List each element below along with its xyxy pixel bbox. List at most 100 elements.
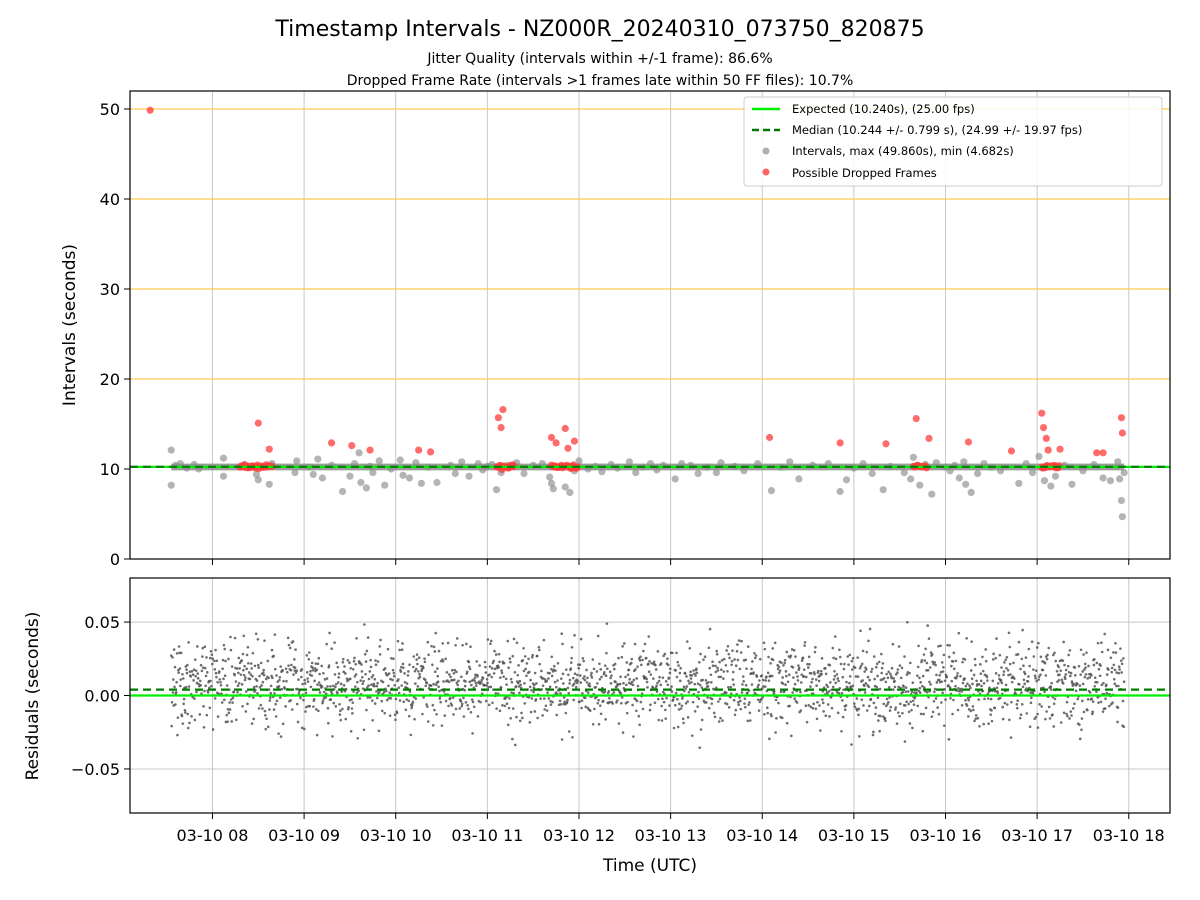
residual-point xyxy=(767,655,770,659)
residual-point xyxy=(286,636,290,640)
residual-point xyxy=(1039,655,1043,659)
residual-point xyxy=(752,671,755,674)
residual-point xyxy=(938,673,942,677)
residual-point xyxy=(1088,676,1092,679)
residual-point xyxy=(508,657,512,660)
residual-point xyxy=(1116,706,1120,709)
residual-point xyxy=(263,639,266,642)
residual-point xyxy=(436,674,440,678)
residual-point xyxy=(513,670,517,674)
dropped-frame-point xyxy=(964,438,973,446)
residual-point xyxy=(332,684,335,688)
residual-point xyxy=(462,715,466,718)
residual-point xyxy=(685,640,689,643)
residual-point xyxy=(906,620,909,624)
residual-point xyxy=(249,673,253,676)
residual-point xyxy=(845,680,848,684)
interval-point xyxy=(900,469,908,477)
residual-point xyxy=(983,697,986,701)
residual-point xyxy=(1117,665,1121,669)
residual-point xyxy=(620,696,624,699)
residual-point xyxy=(536,716,539,720)
residual-point xyxy=(862,704,865,707)
interval-point xyxy=(1106,477,1115,485)
residual-point xyxy=(1078,684,1082,687)
residual-point xyxy=(348,661,351,665)
residual-point xyxy=(533,710,537,713)
residual-point xyxy=(1005,703,1009,706)
interval-point xyxy=(879,486,887,494)
residual-point xyxy=(1114,651,1118,654)
residual-point xyxy=(1095,690,1098,693)
residual-point xyxy=(896,671,899,674)
residual-point xyxy=(270,648,274,652)
residual-point xyxy=(615,699,619,702)
residual-point xyxy=(560,738,564,741)
residual-point xyxy=(491,661,495,665)
residual-point xyxy=(432,645,436,649)
residual-point xyxy=(866,675,870,679)
residual-point xyxy=(181,672,184,676)
residual-point xyxy=(545,709,549,712)
residuals-y-axis-label: Residuals (seconds) xyxy=(23,612,43,781)
residual-point xyxy=(642,649,645,653)
residual-point xyxy=(331,735,334,738)
residual-point xyxy=(454,707,458,711)
dropped-frame-point xyxy=(925,434,933,442)
residual-point xyxy=(996,691,1000,695)
residual-point xyxy=(716,666,719,670)
residual-point xyxy=(359,679,362,682)
x-tick-label: 03-10 17 xyxy=(1001,826,1073,845)
residual-point xyxy=(714,664,717,668)
residual-point xyxy=(508,697,511,700)
residual-point xyxy=(1010,700,1013,704)
residual-point xyxy=(1001,717,1005,721)
residual-point xyxy=(515,715,518,719)
residual-point xyxy=(717,720,721,723)
residual-point xyxy=(172,678,175,681)
residual-point xyxy=(664,679,668,683)
residual-point xyxy=(734,664,738,668)
residual-point xyxy=(763,712,766,716)
residual-point xyxy=(1015,703,1019,706)
residual-point xyxy=(336,665,340,669)
residual-point xyxy=(839,662,843,666)
residual-point xyxy=(540,669,543,673)
residual-point xyxy=(190,714,193,718)
residual-point xyxy=(662,654,665,658)
legend-intervals-label: Intervals, max (49.860s), min (4.682s) xyxy=(792,144,1014,158)
residual-point xyxy=(581,692,584,695)
residual-point xyxy=(690,734,694,737)
residual-point xyxy=(431,723,435,727)
residual-point xyxy=(676,697,679,701)
residual-point xyxy=(1008,645,1012,649)
residual-point xyxy=(810,680,813,684)
residual-point xyxy=(311,668,315,672)
residual-point xyxy=(856,656,859,659)
residual-point xyxy=(264,677,268,681)
residual-point xyxy=(253,664,257,668)
residual-point xyxy=(261,671,265,674)
residual-point xyxy=(728,656,731,660)
chart-subtitle-jitter: Jitter Quality (intervals within +/-1 fr… xyxy=(426,51,772,67)
residual-point xyxy=(920,658,924,662)
residual-point xyxy=(292,673,295,676)
residual-point xyxy=(576,679,580,683)
residual-point xyxy=(972,673,976,677)
residual-point xyxy=(879,714,882,718)
residual-point xyxy=(293,669,297,672)
residual-point xyxy=(181,722,185,725)
residual-point xyxy=(647,670,651,674)
residual-point xyxy=(1079,648,1083,652)
residual-point xyxy=(519,683,522,687)
residual-point xyxy=(386,647,390,651)
residual-point xyxy=(808,663,811,666)
residual-point xyxy=(773,641,777,645)
interval-point xyxy=(1015,479,1023,487)
residual-point xyxy=(978,725,981,728)
residual-point xyxy=(843,708,847,711)
dropped-frame-point xyxy=(570,437,579,445)
residual-point xyxy=(1093,676,1097,679)
residual-point xyxy=(684,687,687,690)
residual-point xyxy=(487,685,491,689)
